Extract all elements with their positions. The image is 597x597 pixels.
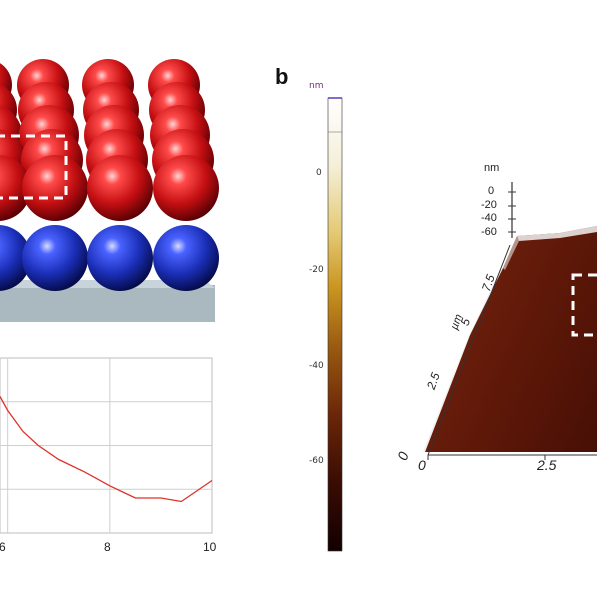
z-tick-1: -20 xyxy=(481,199,497,211)
plot-x-tick-8: 8 xyxy=(104,540,111,554)
red-sphere xyxy=(87,155,153,221)
z-tick-2: -40 xyxy=(481,212,497,224)
blue-sphere xyxy=(0,225,31,291)
x-tick-2-5: 2.5 xyxy=(537,457,557,473)
red-sphere xyxy=(22,155,88,221)
line-profile-plot xyxy=(0,357,213,534)
blue-sphere-layer xyxy=(0,225,219,291)
red-sphere-layer xyxy=(0,59,219,221)
blue-sphere xyxy=(153,225,219,291)
colorbar-tick-2: -40 xyxy=(309,361,324,371)
colorbar-unit: nm xyxy=(309,81,324,91)
colorbar xyxy=(327,97,343,552)
sphere-model-illustration xyxy=(0,59,219,322)
colorbar-tick-3: -60 xyxy=(309,456,324,466)
colorbar-gradient xyxy=(327,97,343,552)
profile-line-series xyxy=(0,396,213,503)
blue-sphere xyxy=(87,225,153,291)
substrate-slab xyxy=(0,285,215,322)
z-tick-0: 0 xyxy=(488,185,495,197)
dashed-selection-box xyxy=(0,134,68,200)
red-sphere xyxy=(153,155,219,221)
afm-3d-topography xyxy=(423,182,597,597)
z-axis-unit: nm xyxy=(484,162,500,174)
plot-x-tick-10: 10 xyxy=(203,540,217,554)
dashed-selection-box-3d xyxy=(571,273,597,337)
panel-label-b: b xyxy=(275,64,289,89)
colorbar-tick-1: -20 xyxy=(309,265,324,275)
y-axis xyxy=(427,244,511,456)
plot-x-tick-6: 6 xyxy=(0,540,6,554)
colorbar-tick-0: 0 xyxy=(316,168,322,178)
x-tick-0: 0 xyxy=(418,457,426,473)
plot-gridlines xyxy=(0,358,212,533)
z-tick-3: -60 xyxy=(481,226,497,238)
blue-sphere xyxy=(22,225,88,291)
red-sphere xyxy=(0,155,31,221)
afm-surface xyxy=(425,226,597,597)
